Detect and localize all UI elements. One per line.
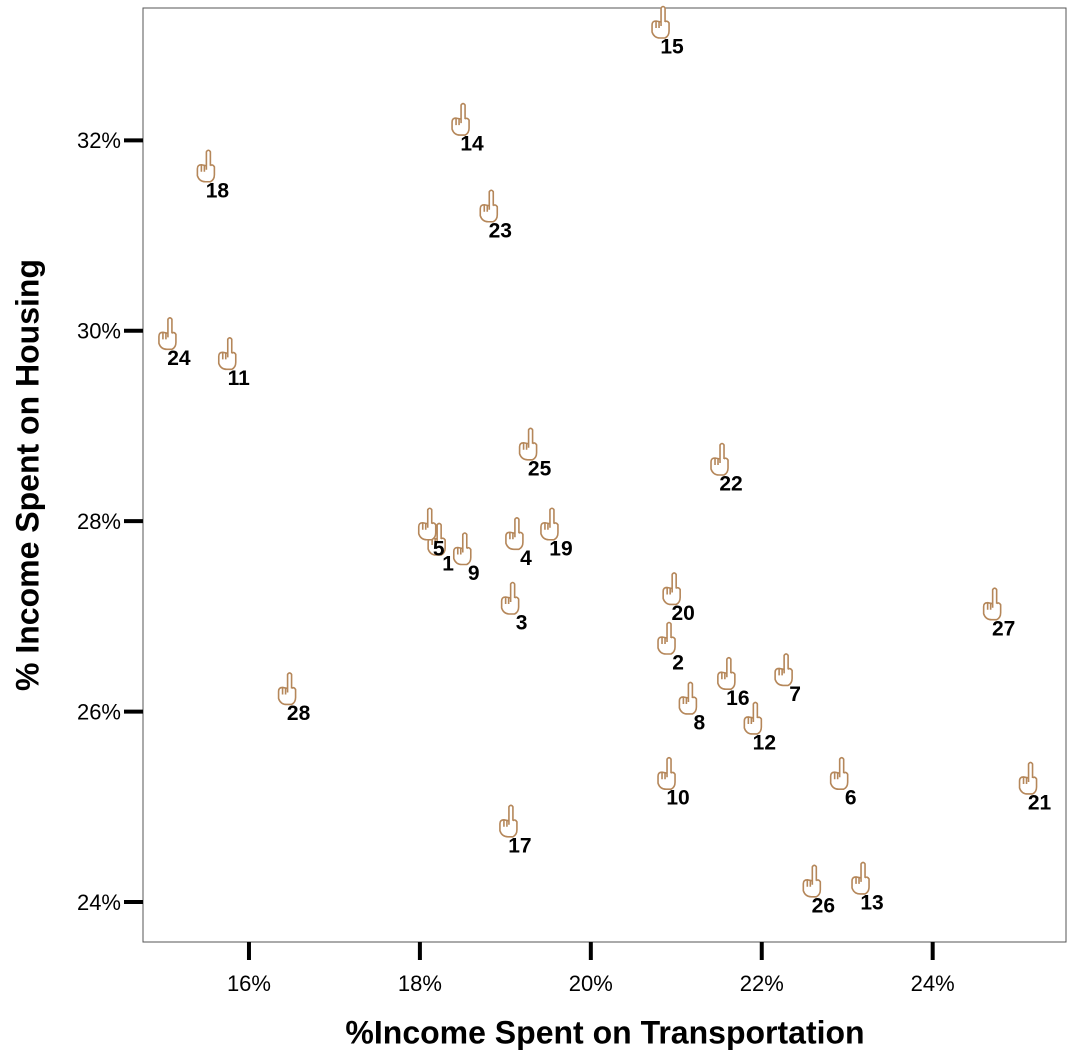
x-tick-label: 18% xyxy=(398,971,442,996)
point xyxy=(1018,761,1038,795)
point-label: 16 xyxy=(726,687,749,710)
point xyxy=(851,861,870,895)
hand-marker xyxy=(651,5,670,39)
point xyxy=(427,522,446,556)
hand-marker xyxy=(427,522,446,556)
y-tick-label: 28% xyxy=(77,509,121,534)
hand-marker xyxy=(657,621,676,655)
point-label: 6 xyxy=(845,787,857,810)
y-tick-label: 30% xyxy=(77,319,121,344)
hand-marker xyxy=(717,656,736,691)
hand-marker xyxy=(662,572,681,606)
point-label: 27 xyxy=(992,617,1015,640)
hand-marker xyxy=(518,427,538,461)
point-label: 4 xyxy=(520,547,532,570)
point-label: 11 xyxy=(228,367,251,390)
plot-frame xyxy=(142,7,1067,943)
point-label: 28 xyxy=(287,702,311,725)
point xyxy=(802,864,822,898)
x-axis-label: %Income Spent on Transportation xyxy=(345,1014,864,1050)
point-label: 17 xyxy=(508,834,531,857)
hand-marker xyxy=(499,804,518,838)
y-axis-label: % Income Spent on Housing xyxy=(9,259,45,691)
y-tick-label: 32% xyxy=(77,128,121,153)
point xyxy=(743,701,763,735)
hand-marker xyxy=(158,317,177,351)
x-tick-label: 24% xyxy=(911,971,955,996)
point xyxy=(540,507,559,541)
point xyxy=(499,804,518,838)
point xyxy=(479,189,499,223)
point-label: 8 xyxy=(694,712,706,735)
x-tick-label: 20% xyxy=(569,971,613,996)
point-label: 3 xyxy=(516,612,528,635)
hand-marker xyxy=(500,581,520,615)
point xyxy=(158,317,177,351)
point-label: 23 xyxy=(489,219,512,242)
hand-marker xyxy=(982,587,1002,621)
hand-marker xyxy=(417,507,437,541)
point xyxy=(651,5,670,39)
point-label: 9 xyxy=(468,562,480,585)
point-label: 1 xyxy=(442,553,454,576)
point-label: 20 xyxy=(671,602,694,625)
hand-marker xyxy=(196,149,216,183)
point xyxy=(662,572,681,606)
point-label: 5 xyxy=(433,537,445,560)
point xyxy=(417,507,437,541)
hand-marker xyxy=(1018,761,1038,795)
hand-marker xyxy=(774,653,793,687)
hand-marker xyxy=(217,337,237,371)
hand-marker xyxy=(540,507,559,541)
y-tick-label: 26% xyxy=(77,699,121,724)
point xyxy=(196,149,216,183)
hand-marker xyxy=(710,442,729,476)
hand-marker xyxy=(851,861,870,895)
point-label: 7 xyxy=(789,683,801,706)
point xyxy=(717,656,736,691)
point-label: 22 xyxy=(719,473,742,496)
x-tick-label: 16% xyxy=(227,971,271,996)
point xyxy=(518,427,538,461)
point-label: 2 xyxy=(672,652,684,675)
point xyxy=(500,581,520,615)
point-label: 26 xyxy=(812,894,835,917)
point xyxy=(505,516,524,551)
y-tick-label: 24% xyxy=(77,890,121,915)
hand-marker xyxy=(451,102,470,136)
point-label: 19 xyxy=(549,537,572,560)
hand-marker xyxy=(277,672,297,706)
hand-marker xyxy=(479,189,499,223)
hand-marker xyxy=(657,756,676,790)
hand-marker xyxy=(743,701,763,735)
point xyxy=(452,532,472,566)
point xyxy=(678,681,698,715)
hand-marker xyxy=(829,756,849,790)
point xyxy=(982,587,1002,621)
point xyxy=(657,621,676,655)
point-label: 21 xyxy=(1028,792,1052,815)
point-label: 12 xyxy=(753,732,776,755)
point xyxy=(710,442,729,476)
point xyxy=(774,653,793,687)
point-label: 15 xyxy=(660,36,684,59)
hand-marker xyxy=(452,532,472,566)
point-label: 18 xyxy=(206,179,230,202)
x-tick-label: 22% xyxy=(740,971,784,996)
hand-marker xyxy=(678,681,698,715)
hand-marker xyxy=(802,864,822,898)
point-label: 24 xyxy=(167,347,191,370)
point-label: 14 xyxy=(460,133,484,156)
point xyxy=(829,756,849,790)
point xyxy=(451,102,470,136)
point-label: 10 xyxy=(666,787,689,810)
point-label: 25 xyxy=(528,457,552,480)
hand-marker xyxy=(505,516,524,551)
point xyxy=(657,756,676,790)
point xyxy=(277,672,297,706)
point-label: 13 xyxy=(860,891,883,914)
point xyxy=(217,337,237,371)
